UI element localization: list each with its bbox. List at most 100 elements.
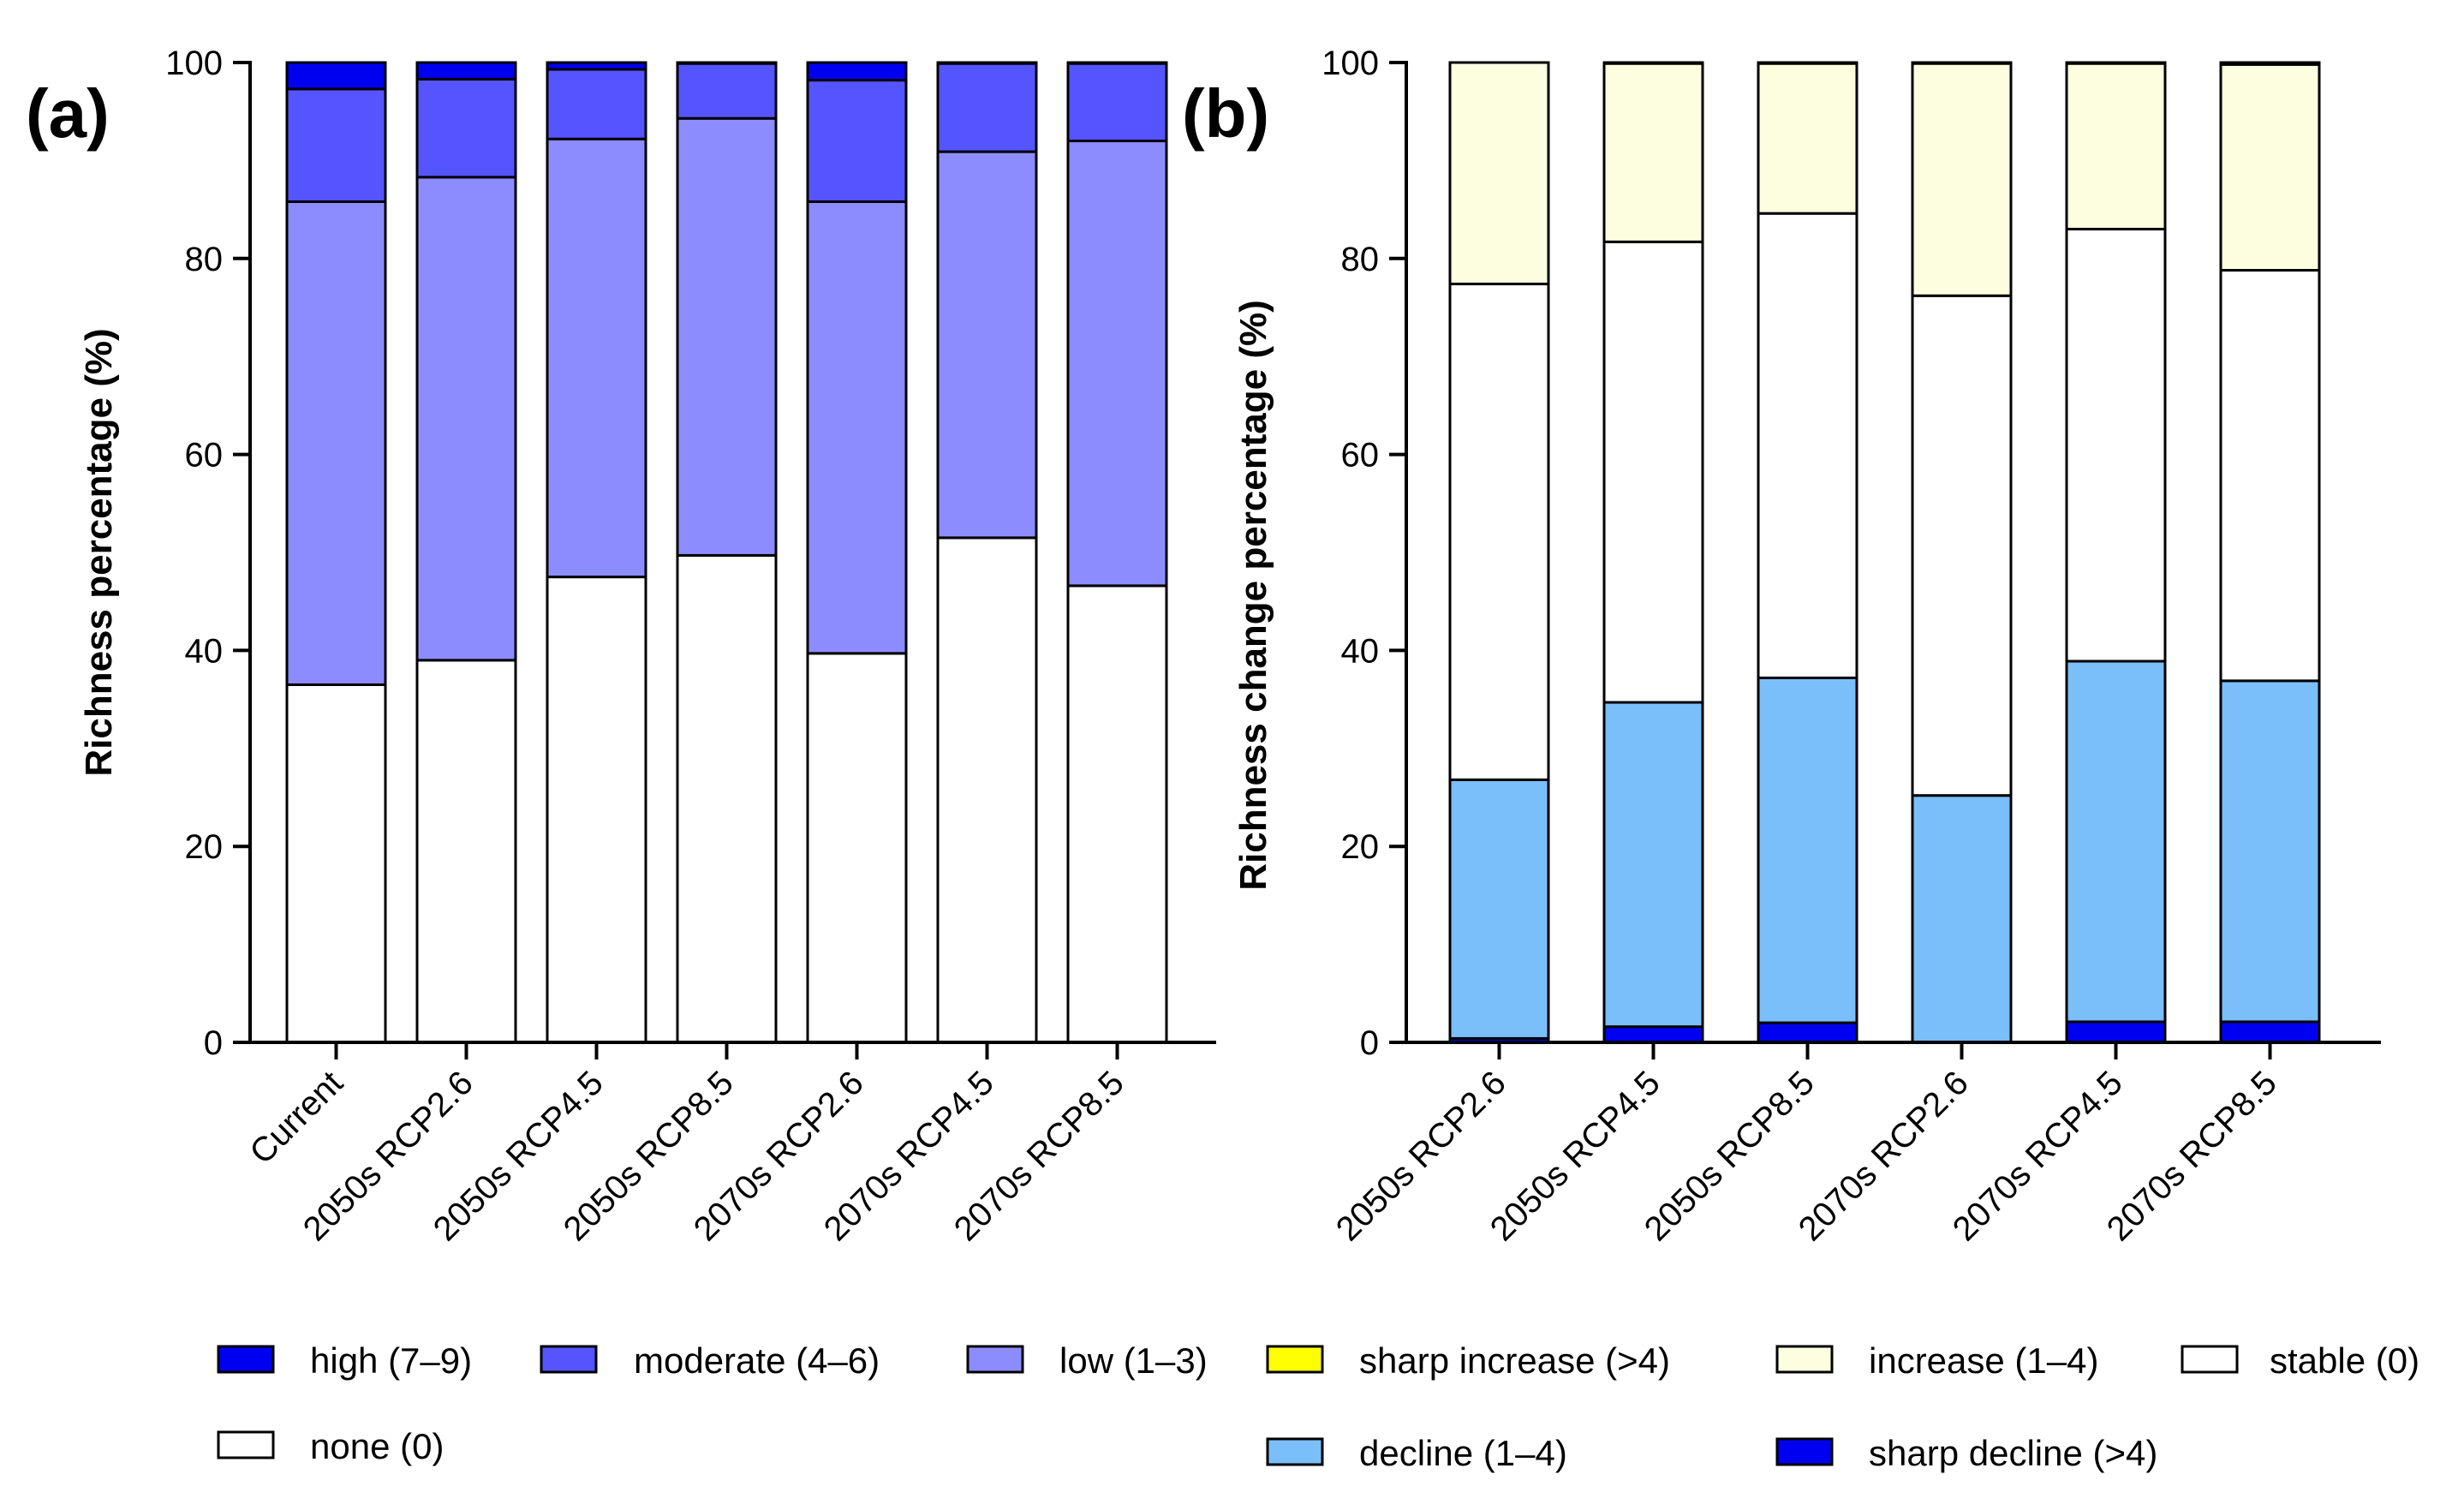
legend-swatch-none xyxy=(217,1430,275,1459)
bar-segment-none-0-2050s-rcp2-6 xyxy=(415,659,517,1044)
legend-label-increase: increase (1–4) xyxy=(1869,1340,2098,1381)
bar-segment-sharp-decline-4-2070s-rcp4-5 xyxy=(2065,1020,2167,1044)
legend-item-none: none (0) xyxy=(217,1426,444,1466)
bar-group-2070s-rcp4-5 xyxy=(2065,61,2167,1044)
bar-segment-none-0-current xyxy=(285,683,387,1044)
bar-segment-stable-0-2070s-rcp2-6 xyxy=(1911,294,2013,797)
legend-label-sharp-increase: sharp increase (>4) xyxy=(1359,1340,1670,1381)
bar-group-2050s-rcp2-6 xyxy=(415,61,517,1044)
x-tick-label-current: Current xyxy=(242,1064,349,1171)
panel-a-bars xyxy=(285,61,1168,1044)
y-tick-label-80: 80 xyxy=(185,241,224,278)
panel-a-y-axis: 0 20 40 60 80 100 xyxy=(165,45,252,1062)
legend-item-moderate: moderate (4–6) xyxy=(540,1340,880,1381)
bar-group-current xyxy=(285,61,387,1044)
panel-b-y-axis-title: Richness change percentage (%) xyxy=(1232,300,1274,891)
bar-segment-decline-1-4-2070s-rcp4-5 xyxy=(2065,660,2167,1024)
bar-group-2050s-rcp8-5 xyxy=(676,61,778,1044)
bar-segment-low-1-3-2070s-rcp2-6 xyxy=(806,200,908,655)
y-tick-label-80: 80 xyxy=(1341,241,1380,278)
panel-a-chart: (a) Richness percentage (%) 0 20 40 60 80 100… xyxy=(26,45,1216,1248)
bar-segment-decline-1-4-2070s-rcp2-6 xyxy=(1911,794,2013,1044)
legend-label-decline: decline (1–4) xyxy=(1359,1433,1567,1473)
bar-segment-increase-1-4-2070s-rcp8-5 xyxy=(2219,63,2321,272)
bar-segment-sharp-increase-4-2070s-rcp8-5 xyxy=(2219,61,2321,66)
bar-segment-high-7-9-2050s-rcp4-5 xyxy=(546,61,647,71)
y-tick-label-100: 100 xyxy=(165,45,223,82)
bar-segment-none-0-2070s-rcp2-6 xyxy=(806,652,908,1044)
legend-label-stable: stable (0) xyxy=(2270,1340,2419,1381)
bar-segment-stable-0-2050s-rcp4-5 xyxy=(1602,240,1704,704)
bar-group-2070s-rcp2-6 xyxy=(1911,61,2013,1044)
bar-group-2050s-rcp8-5 xyxy=(1757,61,1858,1044)
legend-item-increase: increase (1–4) xyxy=(1775,1340,2098,1381)
panel-b-bars xyxy=(1448,61,2321,1044)
y-tick-label-0: 0 xyxy=(1360,1024,1379,1062)
bar-segment-low-1-3-current xyxy=(285,200,387,686)
bar-segment-increase-1-4-2050s-rcp8-5 xyxy=(1757,62,1858,215)
legend-item-low: low (1–3) xyxy=(966,1340,1208,1381)
bar-group-2050s-rcp4-5 xyxy=(546,61,647,1044)
bar-segment-moderate-4-6-2070s-rcp8-5 xyxy=(1066,62,1168,143)
bar-segment-increase-1-4-2070s-rcp2-6 xyxy=(1911,62,2013,297)
y-tick-label-40: 40 xyxy=(1341,632,1380,670)
bar-segment-stable-0-2050s-rcp8-5 xyxy=(1757,212,1858,679)
panel-a-tag: (a) xyxy=(26,75,110,152)
bar-segment-moderate-4-6-2050s-rcp2-6 xyxy=(415,77,517,179)
y-tick-label-60: 60 xyxy=(185,437,224,474)
legend-item-decline: decline (1–4) xyxy=(1266,1433,1567,1473)
bar-segment-stable-0-2070s-rcp4-5 xyxy=(2065,227,2167,663)
bar-group-2050s-rcp2-6 xyxy=(1448,61,1550,1044)
legend-label-moderate: moderate (4–6) xyxy=(634,1340,880,1381)
panel-b-tag: (b) xyxy=(1182,75,1269,152)
bar-segment-decline-1-4-2070s-rcp8-5 xyxy=(2219,679,2321,1024)
bar-segment-decline-1-4-2050s-rcp8-5 xyxy=(1757,676,1858,1024)
bar-segment-high-7-9-current xyxy=(285,61,387,91)
bar-segment-low-1-3-2070s-rcp4-5 xyxy=(936,150,1038,540)
bar-segment-stable-0-2070s-rcp8-5 xyxy=(2219,269,2321,683)
bar-segment-moderate-4-6-2070s-rcp2-6 xyxy=(806,79,908,203)
legend-label-low: low (1–3) xyxy=(1059,1340,1208,1381)
bar-segment-sharp-decline-4-2050s-rcp8-5 xyxy=(1757,1021,1858,1044)
legend-swatch-sharp-increase xyxy=(1266,1345,1324,1374)
panel-b-y-axis: 0 20 40 60 80 100 xyxy=(1321,45,1408,1062)
panel-b-chart: (b) Richness change percentage (%) 0 20 40… xyxy=(1182,45,2381,1248)
bar-segment-sharp-decline-4-2070s-rcp8-5 xyxy=(2219,1020,2321,1044)
legend-swatch-sharp-decline xyxy=(1775,1437,1834,1466)
bar-group-2070s-rcp8-5 xyxy=(1066,61,1168,1044)
legend-swatch-increase xyxy=(1775,1345,1834,1374)
legend-label-none: none (0) xyxy=(310,1426,444,1466)
bar-group-2070s-rcp8-5 xyxy=(2219,61,2321,1044)
bar-segment-low-1-3-2050s-rcp4-5 xyxy=(546,137,647,579)
legend-swatch-low xyxy=(966,1345,1024,1374)
bar-segment-moderate-4-6-2050s-rcp8-5 xyxy=(676,62,778,120)
bar-group-2070s-rcp2-6 xyxy=(806,61,908,1044)
legend-item-stable: stable (0) xyxy=(2181,1340,2419,1381)
legend-label-high: high (7–9) xyxy=(310,1340,472,1381)
bar-segment-low-1-3-2050s-rcp2-6 xyxy=(415,176,517,662)
legend-swatch-high xyxy=(217,1345,275,1374)
bar-segment-none-0-2070s-rcp8-5 xyxy=(1066,584,1168,1044)
bar-segment-none-0-2050s-rcp8-5 xyxy=(676,553,778,1044)
bar-segment-increase-1-4-2050s-rcp2-6 xyxy=(1448,61,1550,286)
bar-segment-high-7-9-2050s-rcp2-6 xyxy=(415,61,517,81)
y-tick-label-60: 60 xyxy=(1341,437,1380,474)
y-tick-label-20: 20 xyxy=(185,828,224,866)
legend-swatch-decline xyxy=(1266,1437,1324,1466)
bar-group-2070s-rcp4-5 xyxy=(936,61,1038,1044)
bar-segment-increase-1-4-2050s-rcp4-5 xyxy=(1602,62,1704,243)
bar-segment-low-1-3-2050s-rcp8-5 xyxy=(676,116,778,557)
bar-segment-sharp-decline-4-2050s-rcp4-5 xyxy=(1602,1025,1704,1044)
legend: high (7–9) moderate (4–6) low (1–3) none… xyxy=(217,1340,2419,1473)
bar-segment-moderate-4-6-2050s-rcp4-5 xyxy=(546,68,647,140)
bar-group-2050s-rcp4-5 xyxy=(1602,61,1704,1044)
bar-segment-decline-1-4-2050s-rcp2-6 xyxy=(1448,778,1550,1040)
bar-segment-high-7-9-2070s-rcp2-6 xyxy=(806,61,908,82)
y-tick-label-20: 20 xyxy=(1341,828,1380,866)
legend-item-sharp-decline: sharp decline (>4) xyxy=(1775,1433,2157,1473)
legend-item-sharp-increase: sharp increase (>4) xyxy=(1266,1340,1670,1381)
bar-segment-moderate-4-6-2070s-rcp4-5 xyxy=(936,62,1038,153)
bar-segment-increase-1-4-2070s-rcp4-5 xyxy=(2065,62,2167,230)
bar-segment-none-0-2070s-rcp4-5 xyxy=(936,536,1038,1044)
